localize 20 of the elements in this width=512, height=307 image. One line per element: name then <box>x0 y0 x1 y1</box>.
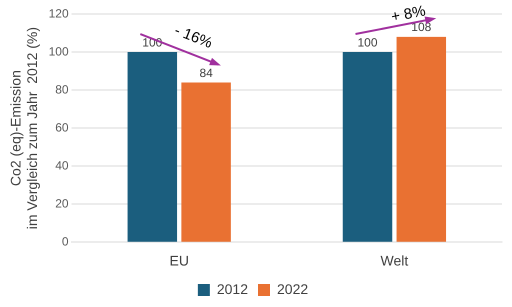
y-axis-title: Co2 (eq)-Emission im Vergleich zum Jahr 2012 (%) <box>7 26 40 230</box>
x-tick-label: EU <box>169 252 189 268</box>
legend-label: 2022 <box>277 280 308 297</box>
y-tick-label: 100 <box>48 44 69 58</box>
y-tick-label: 80 <box>55 82 69 96</box>
y-tick-label: 120 <box>48 6 69 20</box>
y-tick-label: 0 <box>62 234 69 249</box>
bar <box>128 52 178 242</box>
bar <box>342 52 392 242</box>
annotation: - 16% <box>172 22 215 52</box>
data-label: 108 <box>411 20 432 34</box>
data-label: 100 <box>357 35 378 50</box>
y-tick-label: 40 <box>55 158 69 172</box>
y-tick-label: 60 <box>55 120 69 134</box>
data-label: 84 <box>199 66 214 80</box>
legend-label: 2012 <box>216 280 248 297</box>
bar <box>181 82 231 242</box>
bar <box>396 36 446 242</box>
x-tick-label: Welt <box>380 252 408 268</box>
y-tick-label: 20 <box>55 196 69 210</box>
